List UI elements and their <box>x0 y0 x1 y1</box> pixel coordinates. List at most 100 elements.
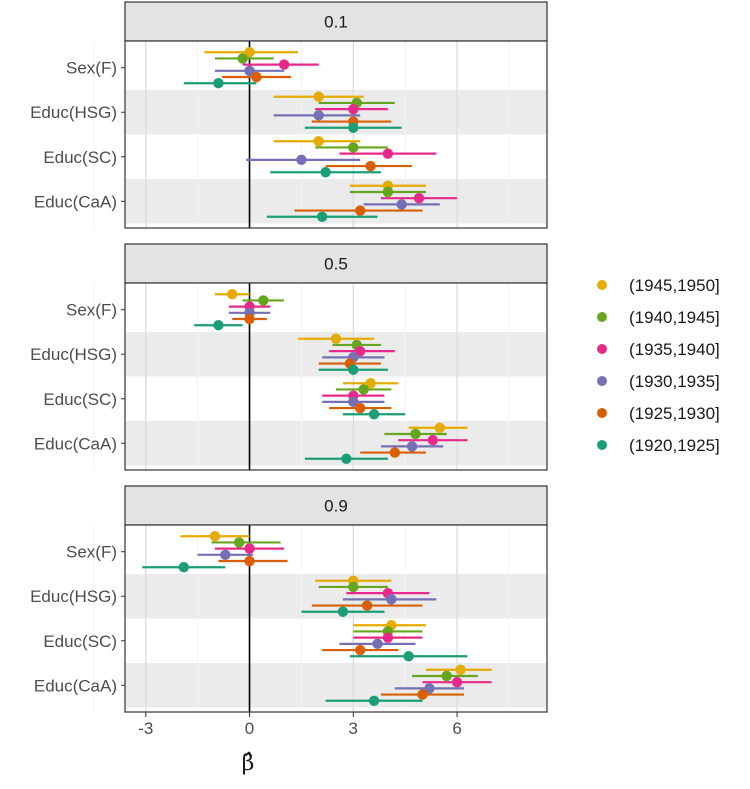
panel-0.9: 0.9 Sex(F) Educ(HSG) Educ(SC) Educ(CaA) <box>30 485 548 713</box>
legend-label: (1930,1935] <box>629 372 720 391</box>
y-tick-label: Educ(CaA) <box>34 434 117 453</box>
point-estimate <box>382 632 394 643</box>
x-tick-label: 6 <box>452 719 461 738</box>
x-tick-label: 0 <box>245 719 254 738</box>
point-estimate <box>220 549 231 561</box>
point-estimate <box>348 142 359 153</box>
point-estimate <box>278 59 290 70</box>
legend-item: (1925,1930] <box>597 404 720 423</box>
point-estimate <box>178 562 190 573</box>
legend: (1945,1950] (1940,1945] (1935,1940] (1930,1… <box>597 276 720 455</box>
x-tick-label: 3 <box>349 719 358 738</box>
point-estimate <box>348 103 359 115</box>
point-estimate <box>365 378 376 389</box>
legend-label: (1925,1930] <box>629 404 720 423</box>
panel-strip <box>124 485 548 526</box>
legend-item: (1940,1945] <box>597 308 720 327</box>
y-tick-label: Educ(HSG) <box>30 103 117 122</box>
point-estimate <box>258 295 269 306</box>
point-estimate <box>330 333 342 344</box>
x-axis: -3 0 3 6 <box>138 712 462 738</box>
point-estimate <box>386 594 397 605</box>
point-estimate <box>372 638 383 650</box>
point-estimate <box>209 531 221 542</box>
legend-swatch <box>597 344 607 354</box>
point-estimate <box>320 167 331 178</box>
point-estimate <box>389 447 401 458</box>
panel-border <box>124 40 548 229</box>
point-estimate <box>396 199 407 210</box>
point-estimate <box>341 453 352 464</box>
point-estimate <box>441 670 452 682</box>
point-estimate <box>296 154 307 166</box>
point-estimate <box>355 644 366 656</box>
legend-item: (1935,1940] <box>597 340 720 359</box>
point-estimate <box>251 71 262 83</box>
point-estimate <box>355 205 366 216</box>
point-estimate <box>233 537 245 548</box>
point-estimate <box>382 186 394 198</box>
point-estimate <box>244 65 255 77</box>
point-estimate <box>427 434 439 446</box>
point-estimate <box>410 428 421 440</box>
y-tick-label: Educ(CaA) <box>34 676 117 695</box>
point-estimate <box>244 313 255 325</box>
legend-swatch <box>597 376 607 386</box>
point-estimate <box>313 91 324 102</box>
legend-swatch <box>597 440 607 450</box>
point-estimate <box>213 78 224 89</box>
point-estimate <box>368 409 380 420</box>
x-tick-label: -3 <box>138 719 153 738</box>
point-estimate <box>313 136 324 147</box>
legend-item: (1920,1925] <box>597 436 720 455</box>
point-estimate <box>244 555 255 567</box>
point-estimate <box>455 664 466 675</box>
panel-strip <box>124 243 548 284</box>
point-estimate <box>244 47 255 58</box>
y-tick-label: Educ(SC) <box>43 632 117 651</box>
point-estimate <box>434 422 445 433</box>
point-estimate <box>244 543 255 554</box>
x-axis-label: β̂ <box>242 751 255 776</box>
point-estimate <box>213 320 224 331</box>
legend-item: (1945,1950] <box>597 276 720 295</box>
y-tick-label: Educ(CaA) <box>34 192 117 211</box>
panel-0.1: 0.1 Sex(F) Educ(HSG) Educ(SC) Educ(CaA) <box>30 1 548 229</box>
point-estimate <box>316 211 328 222</box>
point-estimate <box>406 441 418 452</box>
legend-label: (1920,1925] <box>629 436 720 455</box>
point-estimate <box>348 364 359 375</box>
point-estimate <box>403 651 414 662</box>
y-tick-label: Educ(SC) <box>43 390 117 409</box>
legend-label: (1940,1945] <box>629 308 720 327</box>
point-estimate <box>424 683 435 694</box>
y-tick-label: Sex(F) <box>66 59 117 78</box>
legend-label: (1945,1950] <box>629 276 720 295</box>
legend-swatch <box>597 408 607 418</box>
point-estimate <box>355 402 366 414</box>
legend-swatch <box>597 280 607 290</box>
point-estimate <box>361 600 373 611</box>
legend-item: (1930,1935] <box>597 372 720 391</box>
panel-0.5: 0.5 Sex(F) Educ(HSG) Educ(SC) Educ(CaA) <box>30 243 548 471</box>
point-estimate <box>365 160 376 172</box>
point-estimate <box>413 192 425 204</box>
point-estimate <box>358 384 369 395</box>
y-tick-label: Sex(F) <box>66 543 117 562</box>
point-estimate <box>355 345 366 357</box>
y-tick-label: Educ(HSG) <box>30 345 117 364</box>
panel-strip-title: 0.9 <box>324 497 348 516</box>
point-estimate <box>348 396 359 408</box>
point-estimate <box>451 676 463 688</box>
legend-label: (1935,1940] <box>629 340 720 359</box>
panel-border <box>124 524 548 713</box>
panel-strip-title: 0.5 <box>324 255 348 274</box>
panel-strip-title: 0.1 <box>324 13 348 32</box>
point-estimate <box>337 606 349 617</box>
panel-border <box>124 282 548 471</box>
legend-swatch <box>597 312 607 322</box>
panel-strip <box>124 1 548 42</box>
point-estimate <box>348 581 359 593</box>
y-tick-label: Educ(HSG) <box>30 587 117 606</box>
